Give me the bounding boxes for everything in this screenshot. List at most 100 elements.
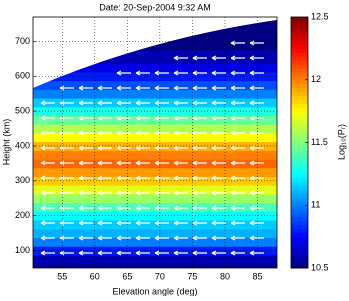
wind-arrow	[59, 235, 74, 241]
wind-arrow	[97, 145, 112, 151]
wind-arrow	[192, 85, 207, 91]
wind-arrow	[116, 175, 131, 181]
wind-arrow	[78, 205, 93, 211]
wind-arrow	[230, 190, 245, 196]
wind-arrow	[78, 115, 93, 121]
wind-arrow	[154, 100, 169, 106]
wind-arrow	[40, 115, 55, 121]
wind-arrow	[40, 190, 55, 196]
wind-arrow	[135, 70, 150, 76]
heat-cell	[33, 141, 277, 151]
colorbar-cell	[291, 138, 308, 143]
colorbar-cell	[291, 122, 308, 128]
wind-arrow	[211, 160, 226, 166]
chart-title: Date: 20-Sep-2004 9:32 AM	[99, 2, 211, 12]
wind-arrow	[211, 70, 226, 76]
colorbar-cell	[291, 205, 308, 210]
wind-arrow	[249, 55, 264, 61]
wind-arrow	[116, 70, 131, 76]
wind-arrow	[192, 55, 207, 61]
wind-arrow	[59, 205, 74, 211]
wind-arrow	[78, 220, 93, 226]
colorbar-cell	[291, 181, 308, 187]
x-tick-label: 70	[155, 271, 165, 281]
wind-arrow	[249, 235, 264, 241]
colorbar-cell	[291, 134, 308, 140]
heat-cell	[33, 254, 277, 265]
wind-arrow	[249, 115, 264, 121]
wind-arrow	[116, 220, 131, 226]
wind-arrow	[173, 235, 188, 241]
wind-arrow	[154, 70, 169, 76]
colorbar-cell	[291, 91, 308, 96]
no-data-region	[33, 17, 277, 88]
heat-cell	[33, 115, 277, 125]
colorbar-cell	[291, 60, 308, 65]
colorbar-cell	[291, 32, 308, 38]
wind-arrow	[249, 220, 264, 226]
heat-cell	[33, 71, 277, 82]
colorbar-cell	[291, 99, 308, 104]
heat-cell	[33, 246, 277, 256]
x-tick-label: 60	[90, 271, 100, 281]
wind-arrow	[78, 145, 93, 151]
colorbar-cell	[291, 154, 308, 159]
wind-arrow	[40, 235, 55, 241]
wind-arrow	[135, 115, 150, 121]
wind-arrow	[116, 100, 131, 106]
wind-arrow	[97, 115, 112, 121]
colorbar-cell	[291, 201, 308, 206]
heat-cell	[33, 193, 277, 204]
wind-arrow	[249, 70, 264, 76]
wind-arrow	[249, 130, 264, 136]
wind-arrow	[97, 190, 112, 196]
colorbar-cell	[291, 87, 308, 93]
x-tick-label: 65	[122, 271, 132, 281]
wind-arrow	[59, 85, 74, 91]
heat-cell	[33, 220, 277, 230]
wind-arrow	[154, 250, 169, 256]
heat-cell	[33, 202, 277, 212]
wind-arrow	[173, 100, 188, 106]
heat-cell	[33, 211, 277, 221]
wind-arrow	[40, 100, 55, 106]
wind-arrow	[78, 250, 93, 256]
wind-arrow	[78, 100, 93, 106]
wind-arrow	[173, 55, 188, 61]
wind-arrow	[192, 130, 207, 136]
colorbar-cell	[291, 146, 308, 151]
colorbar-cell	[291, 158, 308, 163]
wind-arrow	[116, 205, 131, 211]
wind-arrow	[59, 190, 74, 196]
colorbar-cell	[291, 28, 308, 34]
colorbar-cell	[291, 79, 308, 85]
colorbar-cell	[291, 71, 308, 77]
colorbar-cell	[291, 264, 308, 269]
y-tick-label: 700	[15, 36, 30, 46]
heat-cell	[33, 132, 277, 143]
colorbar-cell	[291, 252, 308, 257]
plot-frame	[32, 16, 278, 269]
y-tick-label: 400	[15, 140, 30, 150]
colorbar-cell	[291, 20, 308, 26]
heat-cell	[33, 63, 277, 73]
wind-arrow	[211, 145, 226, 151]
wind-arrow	[135, 160, 150, 166]
wind-arrow	[249, 175, 264, 181]
colorbar-cell	[291, 67, 308, 73]
wind-arrow	[78, 190, 93, 196]
heat-cell	[33, 106, 277, 116]
colorbar-cell	[291, 232, 308, 238]
wind-arrow	[154, 115, 169, 121]
wind-arrow	[230, 220, 245, 226]
colorbar-cell	[291, 111, 308, 116]
x-tick-label: 85	[252, 271, 262, 281]
y-tick-label: 200	[15, 210, 30, 220]
colorbar-cell	[291, 36, 308, 42]
wind-arrow	[173, 175, 188, 181]
colorbar-cell	[291, 217, 308, 222]
heat-cell	[33, 167, 277, 177]
wind-arrow	[230, 175, 245, 181]
wind-arrow	[211, 205, 226, 211]
